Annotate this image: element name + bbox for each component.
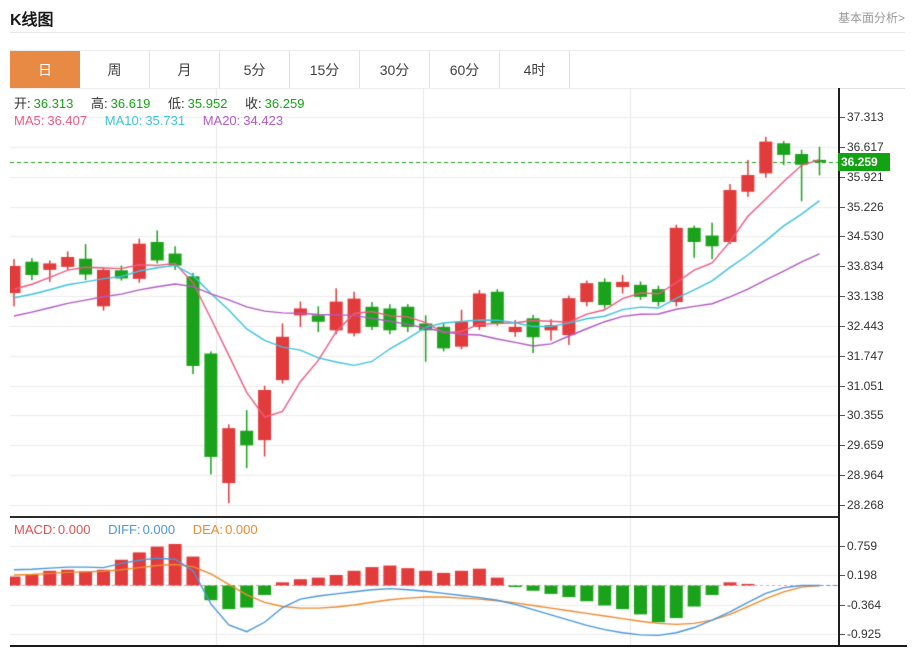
candlestick-chart[interactable] [10, 88, 838, 517]
fundamental-analysis-link[interactable]: 基本面分析> [837, 11, 905, 25]
high-value: 36.619 [110, 96, 151, 111]
ma20-label: MA20: [202, 113, 241, 128]
ma5-value: 36.407 [47, 113, 88, 128]
y-axis-tick: 35.226 [840, 199, 884, 215]
close-label: 收: [245, 96, 262, 111]
low-label: 低: [168, 96, 185, 111]
dea-value: 0.000 [225, 522, 258, 537]
timeframe-tab-bar: 日周月 5分 15分 30分 60分 4时 [10, 50, 905, 89]
macd-y-axis-tick: 0.759 [840, 538, 877, 554]
high-label: 高: [91, 96, 108, 111]
ma10-label: MA10: [104, 113, 143, 128]
macd-y-axis-tick: -0.364 [840, 597, 881, 613]
y-axis-tick: 34.530 [840, 228, 884, 244]
panel-divider [10, 516, 839, 518]
y-axis-tick: 28.268 [840, 497, 884, 513]
macd-label: MACD: [14, 522, 56, 537]
y-axis-tick: 28.964 [840, 467, 884, 483]
y-axis-tick: 37.313 [840, 109, 884, 125]
macd-y-axis-tick: -0.925 [840, 626, 881, 642]
y-axis-tick: 31.051 [840, 378, 884, 394]
diff-value: 0.000 [142, 522, 176, 537]
y-axis-line [838, 88, 840, 646]
title-divider [10, 32, 905, 33]
diff-label: DIFF: [108, 522, 141, 537]
ma5-label: MA5: [14, 113, 45, 128]
ma-readout: MA5: 36.407 MA10: 35.731 MA20: 34.423 [14, 113, 283, 128]
macd-chart[interactable] [10, 518, 838, 645]
y-axis-tick: 32.443 [840, 318, 884, 334]
close-value: 36.259 [264, 96, 305, 111]
ma20-value: 34.423 [243, 113, 284, 128]
y-axis-tick: 31.747 [840, 348, 884, 364]
tab-30min[interactable]: 30分 [360, 51, 430, 89]
y-axis-tick: 33.138 [840, 288, 884, 304]
macd-value: 0.000 [57, 522, 91, 537]
tab-month[interactable]: 月 [150, 51, 220, 89]
open-value: 36.313 [33, 96, 74, 111]
dea-label: DEA: [192, 522, 224, 537]
page-title: K线图 [10, 12, 54, 29]
tab-day[interactable]: 日 [10, 51, 80, 89]
y-axis-tick: 35.921 [840, 169, 884, 185]
current-price-badge: 36.259 [838, 153, 890, 171]
y-axis-tick: 36.617 [840, 139, 884, 155]
tab-60min[interactable]: 60分 [430, 51, 500, 89]
tab-4hour[interactable]: 4时 [500, 51, 570, 89]
open-label: 开: [14, 96, 31, 111]
macd-y-axis-tick: 0.198 [840, 567, 877, 583]
tab-5min[interactable]: 5分 [220, 51, 290, 89]
tab-week[interactable]: 周 [80, 51, 150, 89]
ma10-value: 35.731 [145, 113, 186, 128]
y-axis-tick: 33.834 [840, 258, 884, 274]
macd-readout: MACD: 0.000 DIFF: 0.000 DEA: 0.000 [14, 522, 258, 537]
low-value: 35.952 [187, 96, 228, 111]
chart-bottom-border [10, 645, 907, 647]
y-axis-tick: 29.659 [840, 437, 884, 453]
ohlc-readout: 开: 36.313 高: 36.619 低: 35.952 收: 36.259 [14, 93, 304, 112]
y-axis-tick: 30.355 [840, 407, 884, 423]
tab-15min[interactable]: 15分 [290, 51, 360, 89]
